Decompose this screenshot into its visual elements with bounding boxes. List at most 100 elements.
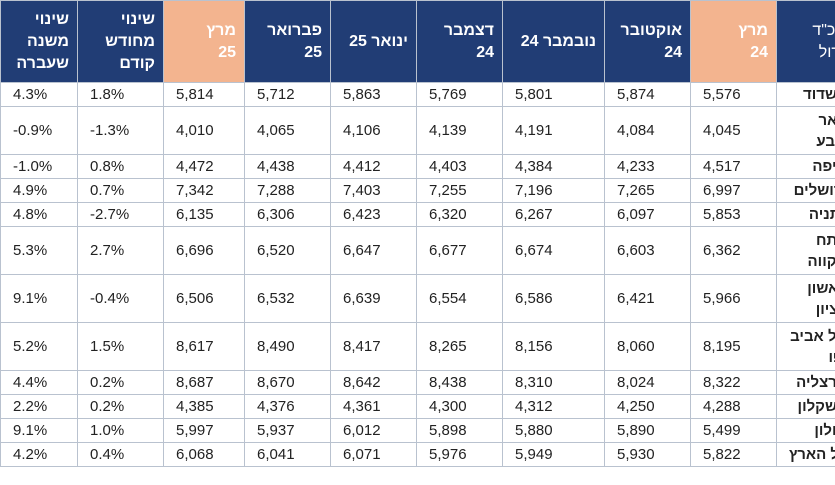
table-body: אשדוד5,5765,8745,8015,7695,8635,7125,814… <box>0 82 835 467</box>
value-cell: 4,084 <box>604 106 691 155</box>
value-cell: 7,288 <box>244 178 331 203</box>
value-cell: 7,342 <box>163 178 245 203</box>
value-cell: 0.4% <box>77 442 164 467</box>
value-cell: 4,065 <box>244 106 331 155</box>
value-cell: 5,822 <box>690 442 777 467</box>
value-cell: 4,250 <box>604 394 691 419</box>
value-cell: 1.8% <box>77 82 164 107</box>
value-cell: 6,639 <box>330 274 417 323</box>
header-jan-25: ינואר 25 <box>330 0 417 83</box>
value-cell: 8,024 <box>604 370 691 395</box>
value-cell: 6,267 <box>502 202 605 227</box>
value-cell: 6,135 <box>163 202 245 227</box>
value-cell: 4,438 <box>244 154 331 179</box>
value-cell: 4,233 <box>604 154 691 179</box>
value-cell: 4,472 <box>163 154 245 179</box>
value-cell: 4,312 <box>502 394 605 419</box>
table-row: באר שבע4,0454,0844,1914,1394,1064,0654,0… <box>0 106 835 155</box>
value-cell: 5,898 <box>416 418 503 443</box>
value-cell: 4,376 <box>244 394 331 419</box>
value-cell: 8,156 <box>502 322 605 371</box>
value-cell: 9.1% <box>0 418 78 443</box>
value-cell: 5,937 <box>244 418 331 443</box>
value-cell: 4,403 <box>416 154 503 179</box>
value-cell: 2.2% <box>0 394 78 419</box>
value-cell: 8,642 <box>330 370 417 395</box>
value-cell: 5,712 <box>244 82 331 107</box>
header-nov-24: נובמבר 24 <box>502 0 605 83</box>
city-cell: כל הארץ <box>776 442 835 467</box>
value-cell: 6,423 <box>330 202 417 227</box>
value-cell: 8,060 <box>604 322 691 371</box>
city-cell: אשדוד <box>776 82 835 107</box>
value-cell: 0.8% <box>77 154 164 179</box>
header-monthly-change: שינוי מחודש קודם <box>77 0 164 83</box>
value-cell: 4,288 <box>690 394 777 419</box>
value-cell: 6,677 <box>416 226 503 275</box>
value-cell: 9.1% <box>0 274 78 323</box>
value-cell: 6,586 <box>502 274 605 323</box>
value-cell: 5,997 <box>163 418 245 443</box>
value-cell: -2.7% <box>77 202 164 227</box>
city-cell: פתח תקווה <box>776 226 835 275</box>
city-cell: אשקלון <box>776 394 835 419</box>
city-cell: תל אביב יפו <box>776 322 835 371</box>
value-cell: 7,403 <box>330 178 417 203</box>
value-cell: 1.5% <box>77 322 164 371</box>
city-cell: באר שבע <box>776 106 835 155</box>
value-cell: 6,696 <box>163 226 245 275</box>
value-cell: 4,412 <box>330 154 417 179</box>
value-cell: 6,647 <box>330 226 417 275</box>
value-cell: 4,384 <box>502 154 605 179</box>
value-cell: 5,949 <box>502 442 605 467</box>
value-cell: 4,361 <box>330 394 417 419</box>
value-cell: 8,670 <box>244 370 331 395</box>
value-cell: 7,255 <box>416 178 503 203</box>
value-cell: 6,421 <box>604 274 691 323</box>
value-cell: 4.3% <box>0 82 78 107</box>
table-row: נתניה5,8536,0976,2676,3206,4236,3066,135… <box>0 202 835 227</box>
value-cell: 4.2% <box>0 442 78 467</box>
value-cell: 4.8% <box>0 202 78 227</box>
value-cell: 5,890 <box>604 418 691 443</box>
table-row: תל אביב יפו8,1958,0608,1568,2658,4178,49… <box>0 322 835 371</box>
value-cell: 4,385 <box>163 394 245 419</box>
value-cell: 6,506 <box>163 274 245 323</box>
value-cell: 4,045 <box>690 106 777 155</box>
table-row: אשקלון4,2884,2504,3124,3004,3614,3764,38… <box>0 394 835 419</box>
header-dec-24: דצמבר 24 <box>416 0 503 83</box>
value-cell: 6,520 <box>244 226 331 275</box>
rent-table: שכ"ד גדול מרץ 24 אוקטובר 24 נובמבר 24 דצ… <box>0 0 835 467</box>
table-row: ראשון לציון5,9666,4216,5866,5546,6396,53… <box>0 274 835 323</box>
city-cell: חיפה <box>776 154 835 179</box>
header-yearly-change: שינוי משנה שעברה <box>0 0 78 83</box>
value-cell: 6,097 <box>604 202 691 227</box>
value-cell: 8,265 <box>416 322 503 371</box>
table-row: הרצליה8,3228,0248,3108,4388,6428,6708,68… <box>0 370 835 395</box>
value-cell: 6,554 <box>416 274 503 323</box>
value-cell: -1.0% <box>0 154 78 179</box>
value-cell: 0.2% <box>77 370 164 395</box>
value-cell: 8,417 <box>330 322 417 371</box>
value-cell: 6,068 <box>163 442 245 467</box>
table-row: פתח תקווה6,3626,6036,6746,6776,6476,5206… <box>0 226 835 275</box>
value-cell: 4.9% <box>0 178 78 203</box>
value-cell: 6,306 <box>244 202 331 227</box>
value-cell: 5,874 <box>604 82 691 107</box>
value-cell: 4,517 <box>690 154 777 179</box>
value-cell: 6,012 <box>330 418 417 443</box>
value-cell: 4,106 <box>330 106 417 155</box>
city-cell: ירושלים <box>776 178 835 203</box>
value-cell: 7,196 <box>502 178 605 203</box>
table-row: חיפה4,5174,2334,3844,4034,4124,4384,4720… <box>0 154 835 179</box>
table-row: אשדוד5,5765,8745,8015,7695,8635,7125,814… <box>0 82 835 107</box>
value-cell: 5.3% <box>0 226 78 275</box>
value-cell: 6,674 <box>502 226 605 275</box>
value-cell: 4.4% <box>0 370 78 395</box>
value-cell: 6,532 <box>244 274 331 323</box>
value-cell: 5,801 <box>502 82 605 107</box>
value-cell: 8,490 <box>244 322 331 371</box>
value-cell: 8,195 <box>690 322 777 371</box>
value-cell: -0.9% <box>0 106 78 155</box>
value-cell: 8,322 <box>690 370 777 395</box>
